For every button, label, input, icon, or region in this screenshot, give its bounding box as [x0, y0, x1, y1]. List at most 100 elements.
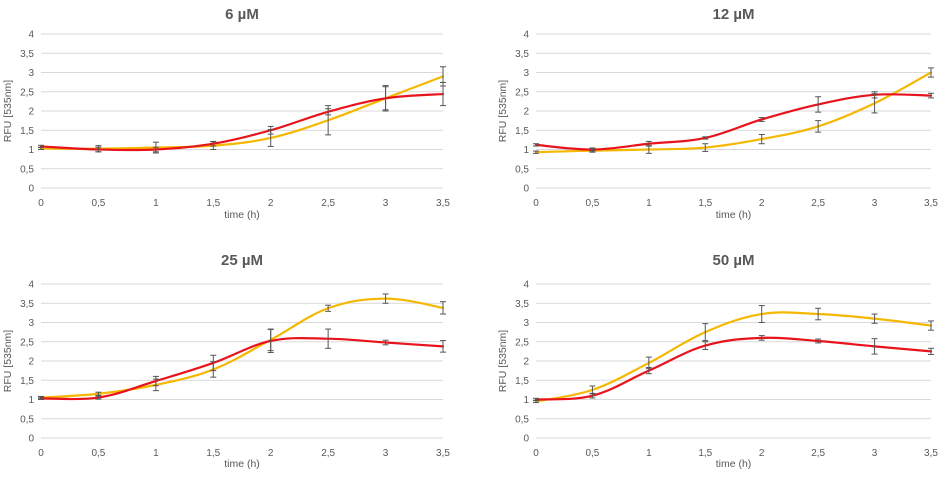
chart-panel-3: 25 µM 0 0,5 1 1,5 2 2,5 3 3,5 4 0 0,5 1 1,5 2 2,5 3 3,5 ti…	[2, 252, 450, 470]
y-tick-label: 1	[523, 145, 529, 156]
x-tick-label: 2	[268, 198, 274, 209]
error-bar-red	[758, 335, 765, 341]
y-tick-label: 2,5	[20, 87, 34, 98]
y-tick-label: 3	[28, 318, 34, 329]
y-axis-label: RFU [535nm]	[497, 80, 509, 143]
series-line-yellow	[534, 311, 933, 403]
y-tick-label: 3,5	[20, 49, 34, 60]
error-bar-yellow	[152, 141, 159, 154]
error-bar-red	[758, 117, 765, 122]
y-tick-label: 2,5	[515, 87, 529, 98]
error-bar-yellow	[95, 391, 102, 396]
error-bar-red	[702, 136, 709, 140]
x-tick-label: 2,5	[321, 198, 335, 209]
series-line-yellow	[39, 297, 445, 399]
error-bar-yellow	[440, 66, 446, 87]
y-tick-label: 0	[523, 184, 529, 195]
error-bar-red	[382, 339, 389, 346]
x-tick-label: 0	[38, 198, 44, 209]
y-tick-label: 0,5	[515, 164, 529, 175]
x-tick-label: 1,5	[698, 448, 712, 459]
series-line-red	[39, 92, 445, 152]
x-tick-label: 3,5	[924, 448, 938, 459]
y-tick-label: 2	[523, 107, 529, 118]
error-bar-red	[928, 92, 934, 99]
x-axis-label: time (h)	[716, 458, 752, 470]
error-bar-yellow	[382, 293, 389, 304]
error-bar-red	[440, 340, 446, 353]
error-bar-yellow	[38, 146, 44, 150]
error-bar-yellow	[702, 143, 709, 152]
y-tick-label: 4	[28, 280, 34, 291]
chart-panel-2: 12 µM 0 0,5 1 1,5 2 2,5 3 3,5 4 0 0,5 1 1,5 2 2,5 3 3,5 ti…	[497, 6, 938, 221]
error-bar-yellow	[702, 323, 709, 342]
y-tick-label: 2	[523, 357, 529, 368]
error-bar-red	[928, 347, 934, 355]
error-bar-yellow	[871, 93, 878, 114]
y-tick-label: 1	[28, 145, 34, 156]
x-tick-label: 1,5	[206, 198, 220, 209]
x-tick-label: 3	[872, 448, 878, 459]
error-bar-yellow	[38, 395, 44, 400]
chart-title: 12 µM	[713, 6, 755, 23]
y-tick-label: 3	[523, 68, 529, 79]
error-bar-yellow	[267, 128, 274, 147]
y-tick-label: 0	[523, 434, 529, 445]
error-bar-red	[815, 96, 822, 113]
y-tick-label: 1	[28, 395, 34, 406]
error-bar-yellow	[382, 85, 389, 112]
y-tick-label: 0,5	[20, 414, 34, 425]
series-line-yellow	[534, 71, 933, 154]
error-bar-red	[815, 338, 822, 344]
x-tick-label: 3	[383, 198, 389, 209]
error-bar-yellow	[267, 328, 274, 352]
x-tick-label: 0	[533, 198, 539, 209]
error-bar-yellow	[758, 305, 765, 323]
series-line-red	[534, 336, 933, 401]
x-tick-label: 1	[646, 448, 652, 459]
error-bar-yellow	[440, 301, 446, 315]
chart-panel-1: 6 µM 0 0,5 1 1,5 2 2,5 3 3,5 4 0 0,5 1 1,5 2 2,5 3 3,5 tim…	[2, 6, 450, 221]
x-tick-label: 3,5	[436, 448, 450, 459]
error-bar-yellow	[210, 361, 217, 378]
x-tick-label: 1	[153, 198, 159, 209]
y-axis-label: RFU [535nm]	[2, 80, 14, 143]
y-tick-label: 4	[523, 30, 529, 41]
error-bar-red	[325, 328, 332, 349]
y-tick-label: 1	[523, 395, 529, 406]
error-bar-yellow	[533, 399, 539, 404]
y-axis-label: RFU [535nm]	[497, 330, 509, 393]
y-axis-label: RFU [535nm]	[2, 330, 14, 393]
y-tick-label: 3,5	[20, 299, 34, 310]
error-bar-yellow	[928, 67, 934, 78]
x-tick-label: 3	[872, 198, 878, 209]
error-bar-yellow	[871, 313, 878, 324]
chart-title: 50 µM	[713, 252, 755, 269]
error-bar-yellow	[645, 145, 652, 154]
y-tick-label: 0	[28, 434, 34, 445]
x-tick-label: 3	[383, 448, 389, 459]
x-tick-label: 0	[38, 448, 44, 459]
y-tick-label: 2	[28, 107, 34, 118]
x-tick-label: 1	[153, 448, 159, 459]
x-tick-label: 0,5	[585, 448, 599, 459]
error-bar-red	[533, 143, 539, 147]
x-tick-label: 1,5	[206, 448, 220, 459]
chart-title: 25 µM	[221, 252, 263, 269]
y-tick-label: 1,5	[20, 126, 34, 137]
error-bar-yellow	[589, 385, 596, 395]
x-tick-label: 2,5	[321, 448, 335, 459]
y-tick-label: 2	[28, 357, 34, 368]
x-tick-label: 3,5	[924, 198, 938, 209]
error-bar-yellow	[325, 304, 332, 312]
error-bar-yellow	[645, 356, 652, 370]
error-bar-yellow	[533, 150, 539, 154]
y-tick-label: 3	[28, 68, 34, 79]
y-tick-label: 1,5	[515, 376, 529, 387]
x-axis-label: time (h)	[716, 209, 752, 221]
y-tick-label: 0,5	[20, 164, 34, 175]
error-bar-yellow	[210, 141, 217, 150]
series-line-red	[534, 93, 933, 151]
